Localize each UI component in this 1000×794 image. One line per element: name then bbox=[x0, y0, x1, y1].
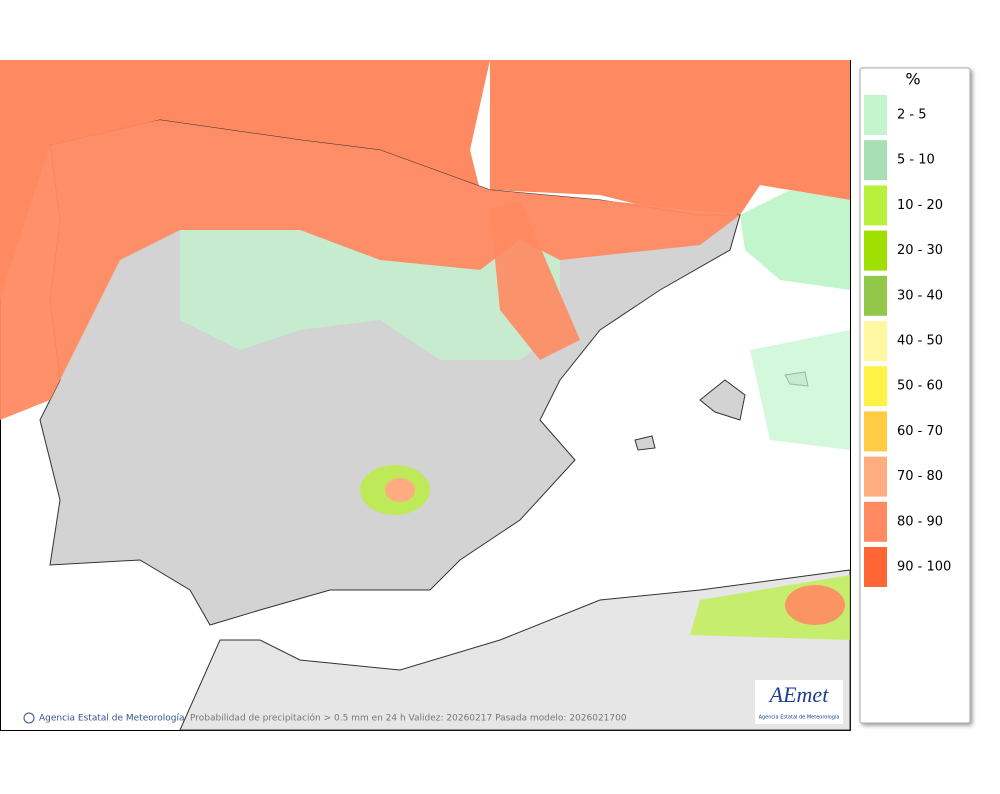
legend-swatch bbox=[864, 95, 887, 135]
logo-box bbox=[755, 680, 843, 724]
legend-swatch bbox=[864, 321, 887, 361]
legend: % 2 - 5 5 - 10 10 - 20 20 - 30 30 - 40 40 - 5… bbox=[859, 67, 971, 724]
legend-label: 20 - 30 bbox=[897, 243, 943, 258]
atlantic bbox=[0, 60, 490, 300]
france bbox=[490, 60, 850, 215]
logo-subtitle: Agencia Estatal de Meteorología bbox=[759, 714, 840, 721]
legend-label: 70 - 80 bbox=[897, 469, 943, 484]
south-cell-core bbox=[385, 478, 415, 502]
legend-label: 40 - 50 bbox=[897, 334, 943, 349]
caption: Probabilidad de precipitación > 0.5 mm e… bbox=[190, 713, 627, 724]
agency: Agencia Estatal de Meteorología bbox=[39, 714, 185, 724]
legend-box bbox=[859, 67, 971, 724]
legend-label: 5 - 10 bbox=[897, 153, 935, 168]
legend-swatch bbox=[864, 275, 887, 316]
ibiza bbox=[634, 435, 656, 451]
copyright-icon bbox=[23, 712, 35, 724]
north-rain bbox=[0, 120, 740, 420]
legend-swatch bbox=[864, 547, 887, 587]
iberian-range bbox=[490, 200, 580, 360]
legend-swatch bbox=[864, 140, 887, 181]
balearic-sea-rain bbox=[750, 330, 850, 450]
mallorca bbox=[699, 379, 746, 421]
legend-swatch bbox=[864, 230, 887, 271]
africa-cell bbox=[785, 585, 845, 625]
sea-probability bbox=[740, 190, 850, 290]
legend-label: 60 - 70 bbox=[897, 424, 943, 439]
legend-label: 2 - 5 bbox=[897, 108, 927, 123]
legend-swatch bbox=[864, 366, 887, 407]
legend-title: % bbox=[905, 70, 920, 89]
legend-label: 10 - 20 bbox=[897, 198, 943, 213]
legend-label: 30 - 40 bbox=[897, 288, 943, 303]
legend-label: 80 - 90 bbox=[897, 514, 943, 529]
legend-swatch bbox=[864, 501, 887, 542]
legend-swatch bbox=[864, 411, 887, 452]
legend-swatch bbox=[864, 456, 887, 497]
legend-swatch bbox=[864, 185, 887, 226]
legend-label: 90 - 100 bbox=[897, 560, 951, 575]
rain-band bbox=[180, 230, 560, 360]
legend-label: 50 - 60 bbox=[897, 379, 943, 394]
logo: AEmet bbox=[768, 682, 830, 707]
map: Agencia Estatal de Meteorología Probabil… bbox=[0, 60, 851, 731]
